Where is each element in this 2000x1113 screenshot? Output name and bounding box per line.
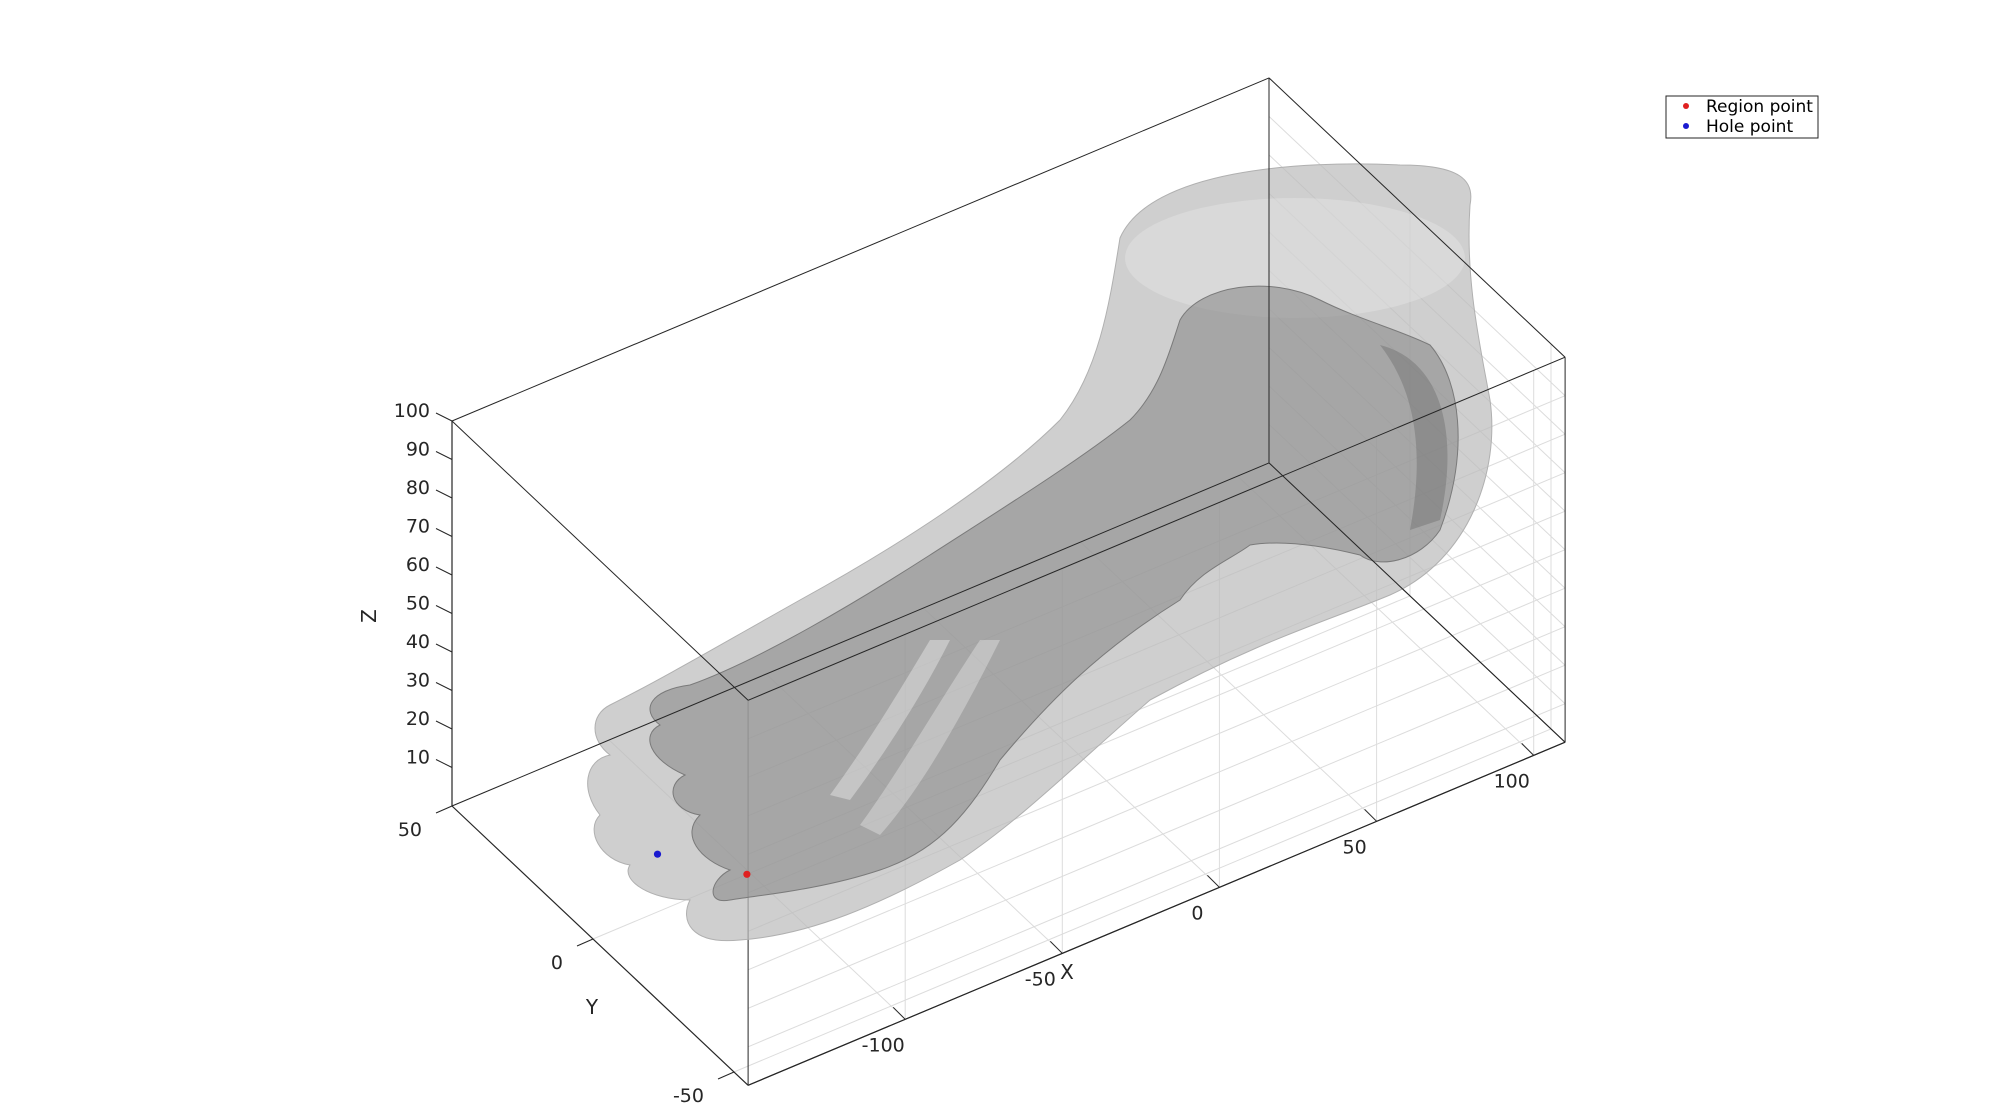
data-points-layer	[653, 850, 751, 878]
z-tick-label: 70	[406, 516, 430, 538]
z-tick-label: 100	[394, 400, 430, 422]
z-tick-label: 90	[406, 439, 430, 461]
z-tick-label: 40	[406, 631, 430, 653]
x-tick-label: 0	[1191, 902, 1203, 924]
x-tick-label: -50	[1025, 968, 1056, 990]
box-edge	[451, 77, 1270, 422]
y-tick-label: 50	[398, 819, 422, 841]
x-tick-label: 100	[1494, 770, 1530, 792]
x-tick	[1207, 874, 1220, 888]
z-tick-label: 20	[406, 708, 430, 730]
y-tick-label: -50	[673, 1085, 704, 1107]
x-tick-label: 50	[1343, 836, 1367, 858]
z-tick	[435, 605, 453, 614]
z-tick-label: 10	[406, 747, 430, 769]
box-edge	[1268, 77, 1566, 358]
z-tick-label: 30	[406, 670, 430, 692]
data-point-hole-point[interactable]	[653, 850, 662, 858]
z-tick	[435, 566, 453, 576]
x-tick-label: -100	[862, 1034, 905, 1056]
z-tick	[435, 412, 453, 422]
grid-line-y-floor	[733, 728, 1552, 1073]
z-tick-label: 50	[406, 593, 430, 615]
y-tick	[576, 938, 594, 947]
data-point-region-point[interactable]	[743, 870, 751, 878]
z-tick-label: 80	[406, 477, 430, 499]
axes-box-front	[451, 77, 1566, 1086]
z-tick	[435, 489, 453, 499]
y-tick-label: 0	[551, 952, 563, 974]
foot-bones-surface	[649, 285, 1459, 902]
grid-line-z-backwall	[747, 626, 1566, 971]
x-tick	[1049, 940, 1063, 954]
y-axis-label: Y	[585, 995, 599, 1019]
box-edge	[747, 356, 1566, 701]
x-tick	[1364, 808, 1377, 822]
z-tick	[435, 451, 453, 460]
z-tick	[435, 643, 453, 653]
ticks-layer	[435, 412, 1535, 1080]
grid-line-z-backwall	[747, 703, 1566, 1048]
legend-label: Region point	[1706, 97, 1813, 117]
box-edge	[451, 462, 1270, 807]
x-axis-line	[747, 741, 1566, 1086]
tick-labels-layer: -100 -50 0 50 100 -50 0 50 10 20 30 40 50 60 70 80 90 100	[394, 400, 1530, 1107]
grid-line-z-backwall	[747, 664, 1566, 1009]
z-tick-label: 60	[406, 554, 430, 576]
y-axis-line	[451, 805, 749, 1086]
x-tick	[892, 1006, 906, 1020]
y-tick	[717, 1071, 735, 1080]
legend-marker	[1683, 103, 1689, 109]
z-tick	[435, 720, 453, 730]
z-axis-label: Z	[357, 609, 381, 623]
legend-box	[1665, 95, 1819, 139]
box-edge	[451, 420, 749, 701]
legend-marker	[1683, 123, 1689, 129]
z-tick	[435, 682, 453, 691]
box-edge	[1268, 462, 1566, 743]
z-tick	[435, 528, 453, 537]
z-tick	[435, 759, 453, 768]
x-tick	[1521, 743, 1535, 756]
x-axis-label: X	[1060, 960, 1074, 984]
y-tick	[435, 805, 453, 814]
legend-label: Hole point	[1706, 117, 1793, 137]
